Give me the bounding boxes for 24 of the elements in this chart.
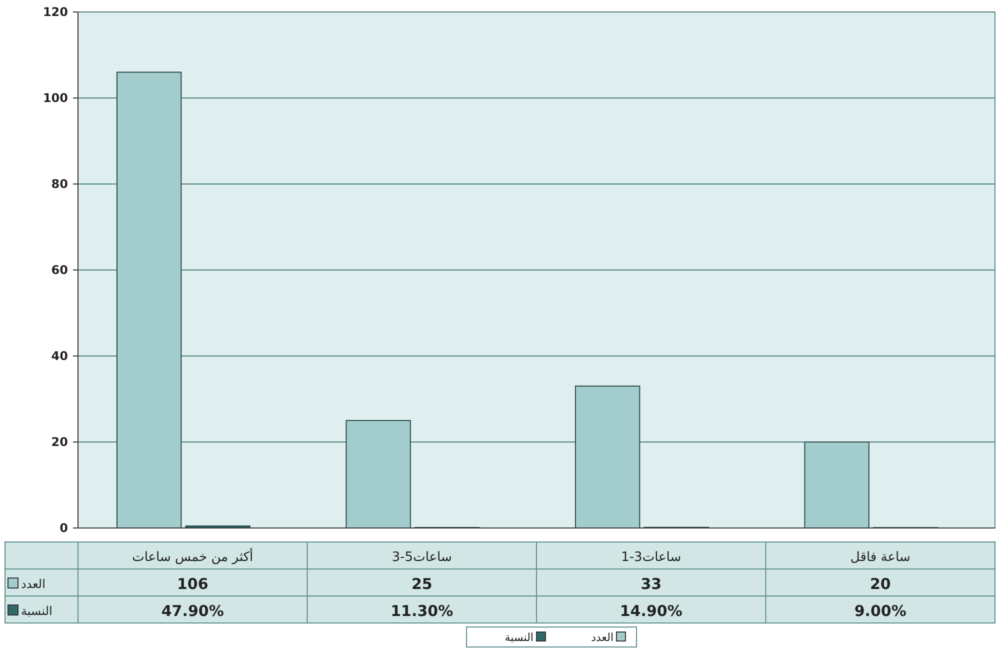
y-tick-label: 80 xyxy=(51,177,68,191)
x-tick-label: 1-3ساعات xyxy=(621,550,682,565)
x-tick-label: أكثر من خمس ساعات xyxy=(132,548,254,565)
y-tick-label: 40 xyxy=(51,349,68,363)
legend: العدد النسبة xyxy=(466,626,637,648)
y-tick-label: 0 xyxy=(60,521,68,535)
legend-label: العدد xyxy=(21,577,46,591)
x-tick-label: ساعة فاقل xyxy=(850,550,910,565)
y-tick-label: 120 xyxy=(42,5,68,19)
x-tick-label: 3-5ساعات xyxy=(392,550,452,565)
legend: النسبة xyxy=(8,604,52,618)
data-label: 25 xyxy=(411,575,432,593)
data-label: 47.90% xyxy=(161,602,224,620)
y-tick-label: 100 xyxy=(42,91,68,105)
data-label: 14.90% xyxy=(620,602,682,620)
data-label: 33 xyxy=(640,575,662,593)
legend: العدد xyxy=(8,577,46,591)
data-label: 106 xyxy=(176,575,208,593)
data-label: 9.00% xyxy=(854,602,906,620)
y-tick-label: 60 xyxy=(51,263,68,277)
data-label: 11.30% xyxy=(390,602,454,620)
legend-label: النسبة xyxy=(21,604,52,618)
data-label: 20 xyxy=(870,575,891,593)
y-tick-label: 20 xyxy=(51,435,68,449)
